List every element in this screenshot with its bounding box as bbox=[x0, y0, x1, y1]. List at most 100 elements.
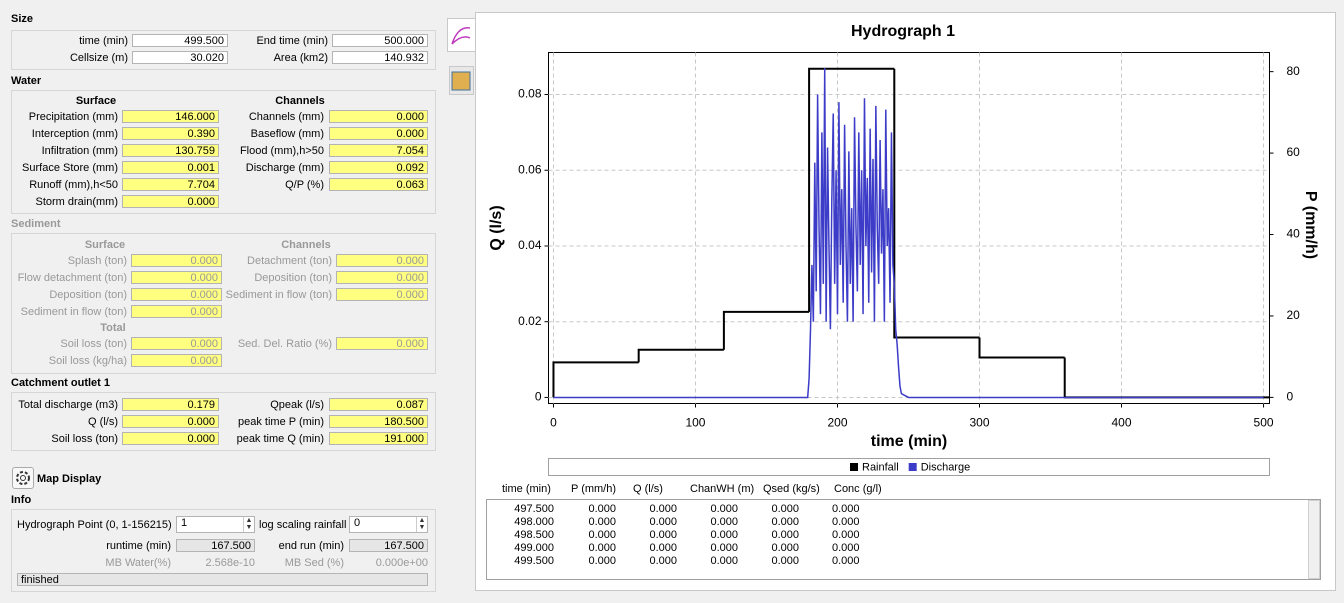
y-tick-label: 0 bbox=[535, 390, 542, 404]
field-label: Flood (mm),h>50 bbox=[239, 145, 324, 157]
field-value: 0.000 bbox=[336, 288, 428, 301]
field-label: end run (min) bbox=[278, 540, 344, 552]
field-label: Surface Store (mm) bbox=[22, 162, 118, 174]
field-label: Soil loss (ton) bbox=[51, 433, 118, 445]
field-label: log scaling rainfall bbox=[259, 519, 347, 531]
map-display-button[interactable] bbox=[12, 467, 34, 489]
column-header: Conc (g/l) bbox=[834, 483, 882, 495]
field-label: Q/P (%) bbox=[285, 179, 324, 191]
field-value: 0.000 bbox=[336, 271, 428, 284]
field-label: MB Water(%) bbox=[105, 557, 171, 569]
field-value: 0.179 bbox=[122, 398, 219, 411]
field-label: Soil loss (kg/ha) bbox=[48, 355, 127, 367]
field-label: Cellsize (m) bbox=[69, 52, 128, 64]
y2-tick-label: 20 bbox=[1287, 308, 1301, 322]
table-cell: 0.000 bbox=[771, 516, 799, 528]
field-value: 0.000e+00 bbox=[375, 557, 428, 569]
section-title: Water bbox=[11, 75, 42, 87]
field-value: 0.000 bbox=[131, 305, 222, 318]
table-cell: 0.000 bbox=[588, 529, 616, 541]
field-value: 7.054 bbox=[329, 144, 428, 157]
y-axis-label: Q (l/s) bbox=[488, 205, 505, 250]
x-tick-label: 0 bbox=[550, 416, 557, 430]
section-title: Catchment outlet 1 bbox=[11, 377, 111, 389]
table-cell: 0.000 bbox=[649, 542, 677, 554]
field-label: Deposition (ton) bbox=[49, 289, 127, 301]
group-box bbox=[11, 30, 436, 70]
field-value: 30.020 bbox=[132, 51, 228, 64]
field-value: 2.568e-10 bbox=[205, 557, 255, 569]
field-value: 0.000 bbox=[329, 127, 428, 140]
field-label: Storm drain(mm) bbox=[35, 196, 118, 208]
field-label: Infiltration (mm) bbox=[41, 145, 118, 157]
column-header: P (mm/h) bbox=[571, 483, 616, 495]
spin-arrows[interactable]: ▲ ▼ bbox=[416, 517, 427, 532]
field-label: Sediment in flow (ton) bbox=[225, 289, 332, 301]
x-axis-label: time (min) bbox=[871, 433, 947, 450]
field-value: 0.092 bbox=[329, 161, 428, 174]
table-cell: 0.000 bbox=[588, 516, 616, 528]
field-value: 0.001 bbox=[122, 161, 219, 174]
legend-label: Discharge bbox=[921, 461, 971, 473]
field-label: MB Sed (%) bbox=[284, 557, 344, 569]
field-value: 180.500 bbox=[329, 415, 428, 428]
column-header: Qsed (kg/s) bbox=[763, 483, 820, 495]
field-value: 0.000 bbox=[131, 337, 222, 350]
status-bar: finished bbox=[17, 573, 428, 586]
y-tick-label: 0.02 bbox=[518, 314, 542, 328]
field-value: 0.390 bbox=[122, 127, 219, 140]
spinbox[interactable]: 1 bbox=[176, 516, 255, 533]
scrollbar[interactable] bbox=[1308, 500, 1320, 579]
field-label: Q (l/s) bbox=[88, 416, 118, 428]
subheading: Total bbox=[100, 322, 126, 334]
field-label: Flow detachment (ton) bbox=[17, 272, 127, 284]
table-cell: 499.000 bbox=[514, 542, 554, 554]
field-label: peak time Q (min) bbox=[236, 433, 324, 445]
table-cell: 0.000 bbox=[710, 516, 738, 528]
field-label: Sediment in flow (ton) bbox=[20, 306, 127, 318]
field-label: Precipitation (mm) bbox=[28, 111, 118, 123]
table-cell: 0.000 bbox=[710, 529, 738, 541]
y2-tick-label: 40 bbox=[1287, 227, 1301, 241]
y2-tick-label: 80 bbox=[1287, 64, 1301, 78]
field-label: Detachment (ton) bbox=[247, 255, 332, 267]
y2-tick-label: 0 bbox=[1287, 390, 1294, 404]
spinbox[interactable]: 0 bbox=[349, 516, 428, 533]
column-header: time (min) bbox=[502, 483, 551, 495]
subheading: Channels bbox=[281, 239, 331, 251]
field-value: 167.500 bbox=[176, 539, 255, 552]
table-cell: 0.000 bbox=[710, 555, 738, 567]
table-cell: 0.000 bbox=[588, 503, 616, 515]
field-value: 0.087 bbox=[329, 398, 428, 411]
rainfall-step bbox=[978, 337, 1065, 359]
field-value: 0.000 bbox=[131, 271, 222, 284]
section-title: Sediment bbox=[11, 218, 61, 230]
field-value: 0.000 bbox=[329, 110, 428, 123]
table-cell: 499.500 bbox=[514, 555, 554, 567]
rainfall-step bbox=[722, 310, 810, 350]
gear-icon bbox=[16, 471, 30, 485]
field-value: 0.000 bbox=[131, 254, 222, 267]
field-label: Splash (ton) bbox=[67, 255, 127, 267]
spin-arrows[interactable]: ▲ ▼ bbox=[243, 517, 254, 532]
column-header: Q (l/s) bbox=[633, 483, 663, 495]
rainfall-step bbox=[552, 361, 639, 398]
field-label: peak time P (min) bbox=[238, 416, 324, 428]
field-label: Total discharge (m3) bbox=[18, 399, 118, 411]
discharge-line bbox=[553, 68, 1264, 399]
table-cell: 0.000 bbox=[832, 555, 860, 567]
field-value: 191.000 bbox=[329, 432, 428, 445]
section-title: Info bbox=[11, 494, 32, 506]
field-label: Discharge (mm) bbox=[245, 162, 324, 174]
y2-axis-label: P (mm/h) bbox=[1302, 191, 1319, 259]
field-value: 146.000 bbox=[122, 110, 219, 123]
field-label: Hydrograph Point (0, 1-156215) bbox=[17, 519, 172, 531]
subheading: Surface bbox=[84, 239, 126, 251]
table-cell: 0.000 bbox=[588, 555, 616, 567]
hydrograph-tab[interactable] bbox=[447, 18, 476, 52]
table-cell: 0.000 bbox=[649, 516, 677, 528]
field-value: 0.000 bbox=[336, 254, 428, 267]
table-cell: 0.000 bbox=[649, 503, 677, 515]
table-cell: 0.000 bbox=[771, 555, 799, 567]
